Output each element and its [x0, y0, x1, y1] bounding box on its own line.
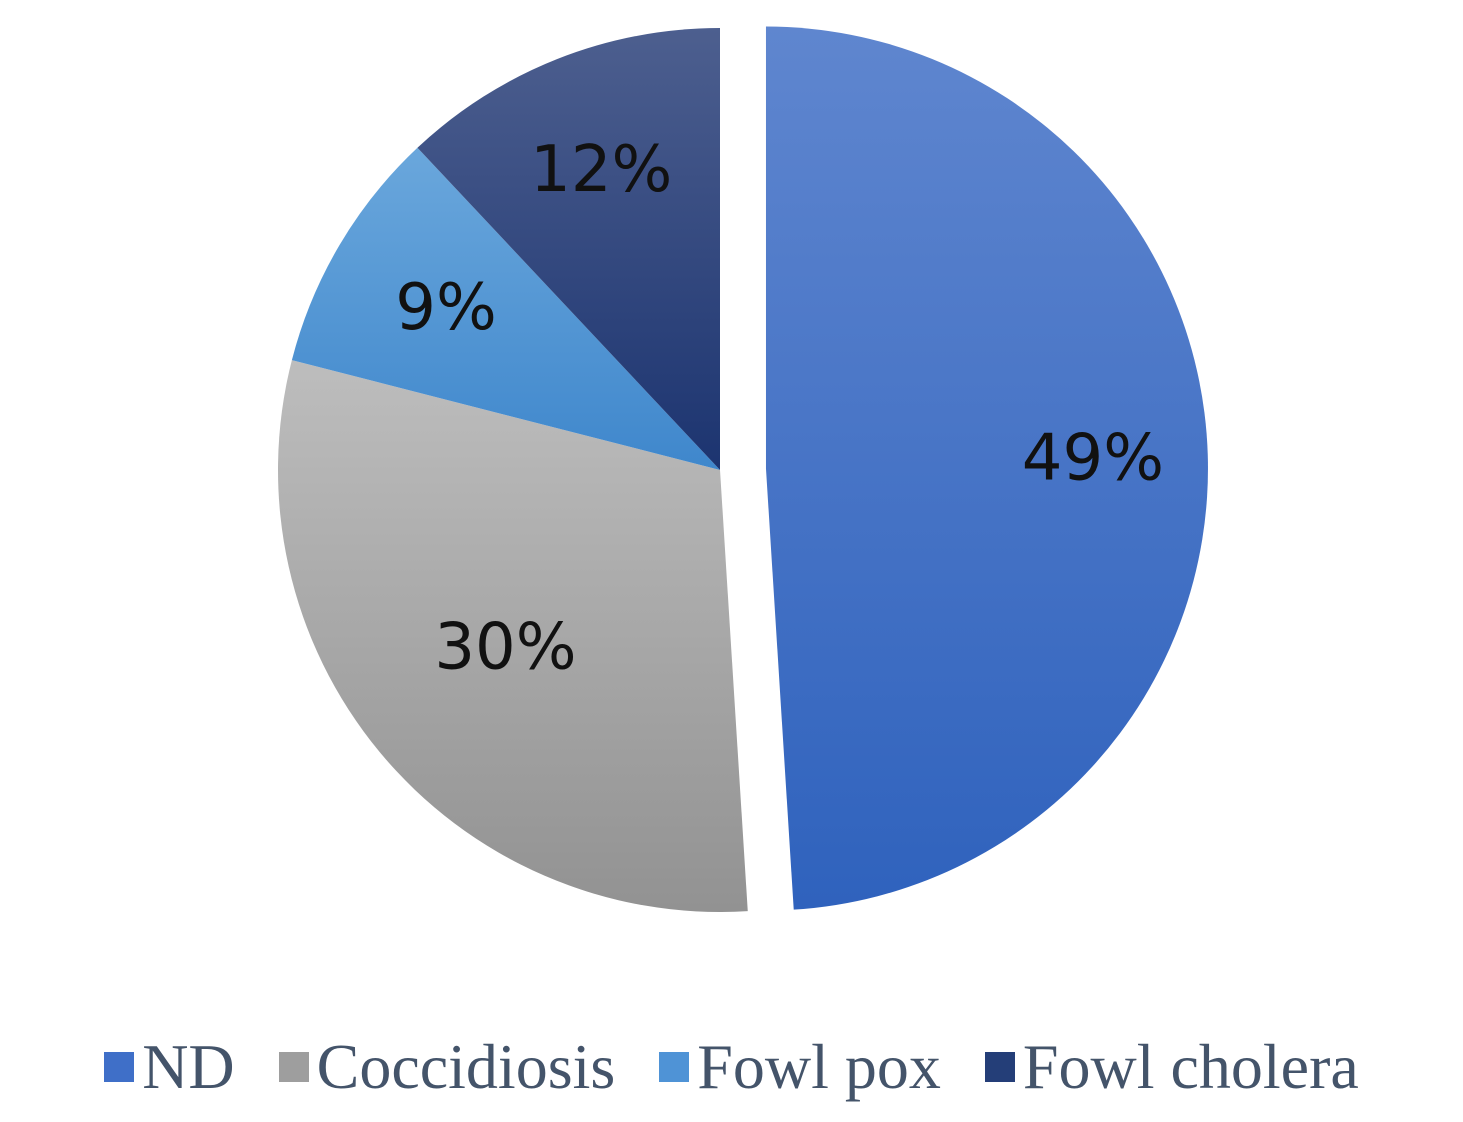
legend-label-fowl-pox: Fowl pox: [697, 1031, 941, 1102]
legend-item-fowl-cholera: Fowl cholera: [984, 1031, 1359, 1102]
legend-swatch-fowl-cholera: [984, 1052, 1015, 1082]
legend: ND Coccidiosis Fowl pox Fowl cholera: [0, 1022, 1463, 1112]
data-label-nd: 49%: [1022, 421, 1164, 495]
legend-label-fowl-cholera: Fowl cholera: [1022, 1031, 1359, 1102]
legend-item-coccidiosis: Coccidiosis: [278, 1031, 616, 1102]
legend-item-nd: ND: [104, 1031, 235, 1102]
legend-swatch-fowl-pox: [659, 1052, 690, 1082]
legend-swatch-nd: [104, 1052, 135, 1082]
pie-slice-coccidiosis: [278, 360, 748, 912]
legend-swatch-coccidiosis: [278, 1052, 309, 1082]
pie-slice-fowl-cholera: [417, 28, 720, 470]
legend-label-coccidiosis: Coccidiosis: [316, 1031, 616, 1102]
pie-slice-nd: [765, 26, 1208, 910]
pie-slice-fowl-pox: [291, 147, 720, 470]
data-label-fowl-pox: 9%: [395, 271, 497, 345]
data-label-coccidiosis: 30%: [434, 610, 576, 684]
legend-item-fowl-pox: Fowl pox: [659, 1035, 941, 1099]
data-label-fowl-cholera: 12%: [530, 133, 672, 207]
legend-label-nd: ND: [142, 1031, 235, 1102]
